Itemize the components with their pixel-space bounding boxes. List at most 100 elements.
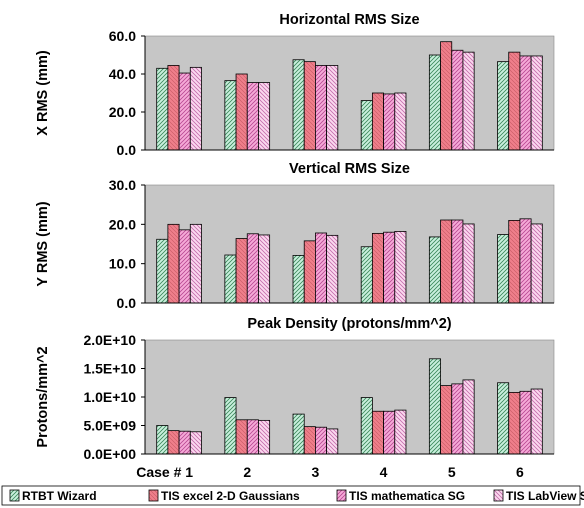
- bar-4-case-4: [394, 409, 407, 455]
- bar-3-case-1: [178, 229, 191, 304]
- bar-3-case-1: [178, 430, 191, 455]
- x-category-label: 6: [516, 464, 524, 480]
- bar-1-case-1: [156, 67, 169, 151]
- x-category-label: 2: [243, 464, 251, 480]
- legend-label: RTBT Wizard: [22, 489, 97, 503]
- bar-1-case-5: [428, 236, 441, 304]
- bar-2-case-2: [235, 419, 248, 455]
- y-axis-label: Y RMS (mm): [35, 201, 51, 286]
- bar-4-case-4: [394, 231, 407, 304]
- chart-title: Vertical RMS Size: [289, 161, 410, 177]
- bar-3-case-2: [246, 233, 259, 304]
- bar-1-case-1: [156, 238, 169, 304]
- legend-swatch: [336, 489, 347, 502]
- bar-2-case-2: [235, 73, 248, 151]
- legend-label: TIS mathematica SG: [349, 489, 465, 503]
- bar-1-case-6: [497, 382, 510, 455]
- chart-panel-1: Horizontal RMS Size X RMS (mm) 0.0 20.0 40.0…: [35, 12, 555, 158]
- bar-4-case-5: [462, 379, 475, 455]
- bar-2-case-4: [371, 232, 384, 304]
- bar-2-case-3: [303, 61, 316, 151]
- bar-1-case-4: [360, 397, 373, 455]
- legend-box: [1, 485, 581, 506]
- y-tick-label: 20.0: [109, 104, 136, 120]
- legend-swatch: [493, 489, 504, 502]
- y-axis-label: X RMS (mm): [35, 50, 51, 136]
- chart-title: Peak Density (protons/mm^2): [247, 316, 451, 332]
- bar-3-case-6: [519, 55, 532, 151]
- bar-3-case-5: [451, 219, 464, 304]
- x-category-label: 3: [312, 464, 320, 480]
- y-tick-label: 10.0: [109, 256, 136, 272]
- bar-1-case-4: [360, 246, 373, 304]
- bar-1-case-3: [292, 255, 305, 304]
- bar-1-case-3: [292, 413, 305, 455]
- bar-1-case-1: [156, 425, 169, 455]
- x-category-label: 5: [448, 464, 456, 480]
- bar-3-case-3: [315, 232, 328, 304]
- bar-3-case-2: [246, 419, 259, 455]
- bar-3-case-5: [451, 49, 464, 151]
- bar-4-case-3: [326, 428, 339, 455]
- bar-3-case-6: [519, 218, 532, 304]
- bar-2-case-5: [440, 385, 453, 455]
- bar-3-case-4: [383, 410, 396, 455]
- bar-4-case-6: [530, 55, 543, 151]
- chart-panel-3: Peak Density (protons/mm^2) Protons/mm^2 0…: [35, 316, 555, 462]
- bar-1-case-5: [428, 358, 441, 455]
- y-tick-label: 0.0E+00: [83, 446, 136, 462]
- bar-4-case-2: [258, 419, 271, 455]
- bar-4-case-2: [258, 82, 271, 151]
- bar-3-case-3: [315, 65, 328, 151]
- bar-4-case-3: [326, 65, 339, 151]
- bar-2-case-6: [508, 219, 521, 304]
- bar-2-case-5: [440, 41, 453, 151]
- bar-1-case-2: [224, 397, 237, 455]
- x-category-label: 4: [380, 464, 388, 480]
- bar-2-case-3: [303, 240, 316, 304]
- bar-4-case-6: [530, 388, 543, 455]
- legend-label: TIS excel 2-D Gaussians: [161, 489, 300, 503]
- bar-3-case-1: [178, 72, 191, 151]
- bar-2-case-5: [440, 219, 453, 304]
- chart-title: Horizontal RMS Size: [279, 12, 419, 28]
- legend-swatch: [148, 489, 159, 502]
- bar-1-case-6: [497, 61, 510, 151]
- bar-4-case-5: [462, 223, 475, 304]
- bar-2-case-1: [167, 65, 180, 151]
- bar-2-case-3: [303, 426, 316, 455]
- bar-2-case-2: [235, 238, 248, 304]
- y-tick-label: 2.0E+10: [83, 332, 136, 348]
- y-tick-label: 1.0E+10: [83, 389, 136, 405]
- bar-3-case-2: [246, 82, 259, 151]
- bar-4-case-1: [189, 431, 202, 455]
- bar-2-case-4: [371, 410, 384, 455]
- y-tick-label: 0.0: [117, 142, 137, 158]
- plot-area: [144, 184, 555, 304]
- y-tick-label: 20.0: [109, 216, 136, 232]
- bar-2-case-6: [508, 392, 521, 455]
- bar-4-case-1: [189, 223, 202, 304]
- bar-4-case-6: [530, 223, 543, 304]
- bar-4-case-4: [394, 92, 407, 151]
- y-tick-label: 0.0: [117, 295, 137, 311]
- bar-1-case-2: [224, 80, 237, 151]
- y-tick-label: 5.0E+09: [83, 418, 136, 434]
- bar-3-case-4: [383, 93, 396, 151]
- y-tick-label: 30.0: [109, 177, 136, 193]
- bar-2-case-6: [508, 51, 521, 151]
- bar-4-case-2: [258, 234, 271, 304]
- bar-1-case-3: [292, 59, 305, 151]
- bar-4-case-5: [462, 51, 475, 151]
- bar-2-case-4: [371, 92, 384, 151]
- y-axis-label: Protons/mm^2: [35, 346, 51, 447]
- y-tick-label: 1.5E+10: [83, 361, 136, 377]
- bar-1-case-4: [360, 100, 373, 151]
- bar-3-case-6: [519, 390, 532, 455]
- x-category-label: Case # 1: [136, 464, 193, 480]
- bar-1-case-2: [224, 254, 237, 304]
- chart-panel-2: Vertical RMS Size Y RMS (mm) 0.0 10.0 20.0 30…: [35, 161, 555, 311]
- bar-3-case-4: [383, 231, 396, 304]
- plot-area: [144, 339, 555, 455]
